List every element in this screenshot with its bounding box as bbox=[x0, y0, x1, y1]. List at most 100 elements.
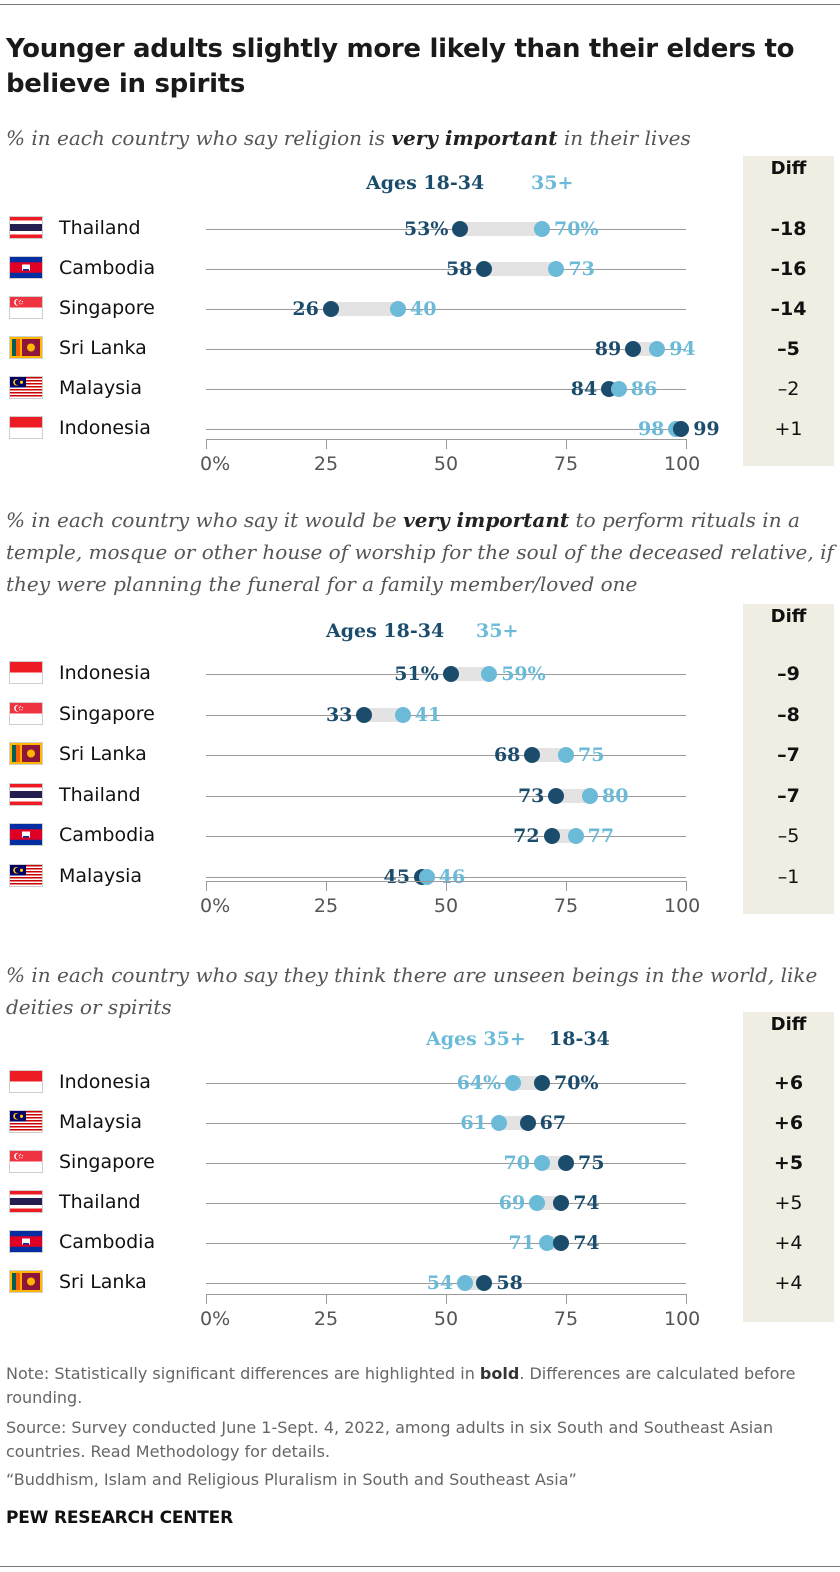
panel-1-row-gridline bbox=[206, 349, 686, 350]
panel-1-x-tick bbox=[446, 439, 447, 449]
panel-1-gap-bar bbox=[460, 222, 542, 236]
panel-1-x-tick-label: 75 bbox=[553, 453, 579, 475]
panel-3-diff-value: +5 bbox=[774, 1192, 803, 1214]
panel-3-row-indonesia: Indonesia 70% 64% +6 bbox=[0, 1070, 840, 1123]
panel-3-country-label: Malaysia bbox=[59, 1111, 143, 1133]
panel-3-diff-value: +4 bbox=[774, 1272, 803, 1294]
panel-3-row-gridline bbox=[206, 1203, 686, 1204]
panel-1-row-gridline bbox=[206, 269, 686, 270]
srilanka-flag-icon bbox=[9, 336, 43, 359]
panel-2-dot-older bbox=[567, 828, 584, 844]
panel-2-x-tick bbox=[446, 881, 447, 891]
panel-1-subtitle-emph: very important bbox=[391, 126, 558, 150]
panel-3-country-label: Indonesia bbox=[59, 1071, 151, 1093]
panel-1-diff-value: –14 bbox=[770, 298, 807, 320]
panel-3-diff-value: +6 bbox=[773, 1112, 804, 1134]
panel-2-dot-older bbox=[394, 706, 411, 723]
panel-1-country-label: Thailand bbox=[59, 217, 141, 239]
panel-2-row-gridline bbox=[206, 836, 686, 837]
panel-2-value-older: 46 bbox=[438, 865, 466, 888]
panel-2-country-label: Sri Lanka bbox=[59, 743, 147, 765]
srilanka-flag-graphic bbox=[10, 743, 42, 764]
top-rule bbox=[0, 4, 840, 5]
panel-3-dot-older bbox=[538, 1235, 555, 1251]
panel-1-x-tick bbox=[206, 439, 207, 449]
panel-1-dot-older bbox=[548, 261, 565, 277]
panel-3-subtitle: % in each country who say they think the… bbox=[6, 959, 834, 1023]
panel-2-value-younger: 68 bbox=[493, 744, 521, 766]
panel-2-row-gridline bbox=[206, 876, 686, 878]
panel-2-dot-younger bbox=[356, 706, 373, 723]
panel-3-x-tick bbox=[566, 1294, 567, 1304]
singapore-flag-graphic bbox=[10, 1151, 42, 1172]
panel-3-x-tick bbox=[686, 1294, 687, 1304]
cambodia-flag-icon bbox=[9, 823, 43, 846]
panel-2-diff-value: –7 bbox=[777, 744, 800, 766]
panel-3-value-younger: 74 bbox=[573, 1192, 600, 1214]
panel-3-x-tick bbox=[206, 1294, 207, 1304]
panel-2-gap-bar bbox=[532, 748, 566, 762]
panel-2-dot-older bbox=[582, 787, 598, 804]
panel-1-x-tick-label: 25 bbox=[313, 453, 339, 475]
note-bold: bold bbox=[479, 1364, 520, 1383]
panel-2-x-tick-label: 100 bbox=[664, 895, 701, 917]
panel-3-value-older: 54 bbox=[426, 1272, 454, 1294]
thailand-flag-icon bbox=[9, 216, 43, 239]
thailand-flag-icon bbox=[9, 782, 43, 806]
indonesia-flag-graphic bbox=[10, 662, 42, 683]
panel-3-value-older: 61 bbox=[460, 1112, 487, 1134]
panel-3-x-tick-label: 25 bbox=[313, 1308, 339, 1330]
thailand-flag-graphic bbox=[10, 1191, 42, 1212]
panel-1-value-younger: 58 bbox=[445, 258, 473, 280]
panel-2-value-younger: 73 bbox=[517, 784, 545, 807]
panel-1-diff-column bbox=[743, 156, 834, 466]
panel-1-x-tick-label: 100 bbox=[664, 453, 701, 475]
panel-2-row-indonesia: Indonesia 51% 59% –9 bbox=[0, 661, 840, 714]
panel-1-dot-younger bbox=[452, 221, 469, 237]
panel-2-dot-older bbox=[558, 747, 574, 763]
panel-1-value-older: 70% bbox=[554, 218, 599, 240]
panel-3-row-gridline bbox=[206, 1243, 686, 1244]
panel-1-x-tick bbox=[566, 439, 567, 449]
panel-1-x-tick bbox=[326, 439, 327, 449]
panel-2-value-older: 41 bbox=[414, 703, 442, 726]
panel-3-row-gridline bbox=[206, 1163, 686, 1164]
panel-1-country-label: Malaysia bbox=[59, 377, 143, 399]
panel-1-x-tick-label: 50 bbox=[433, 453, 459, 475]
panel-1-row-gridline bbox=[206, 309, 686, 310]
panel-2-value-older: 75 bbox=[578, 744, 605, 766]
panel-2-row-gridline bbox=[206, 714, 686, 716]
panel-3-dot-younger bbox=[553, 1195, 570, 1211]
panel-3-x-tick-label: 75 bbox=[553, 1308, 579, 1330]
panel-2-country-label: Cambodia bbox=[59, 824, 156, 846]
note-before: Note: Statistically significant differen… bbox=[6, 1364, 480, 1383]
panel-2-x-tick bbox=[206, 881, 207, 891]
panel-2-dot-younger bbox=[548, 787, 565, 804]
panel-3-x-tick bbox=[446, 1294, 447, 1304]
panel-2-row-thailand: Thailand 73 80 –7 bbox=[0, 782, 840, 836]
panel-3-country-label: Cambodia bbox=[59, 1231, 156, 1253]
panel-2-legend-first: Ages 18-34 bbox=[326, 620, 445, 642]
panel-1-row-thailand: Thailand 53% 70% –18 bbox=[0, 216, 840, 269]
panel-2-country-label: Singapore bbox=[59, 702, 155, 725]
panel-1-value-older: 73 bbox=[568, 258, 595, 280]
report-title: “Buddhism, Islam and Religious Pluralism… bbox=[6, 1470, 577, 1489]
srilanka-flag-icon bbox=[9, 1270, 43, 1293]
panel-1-country-label: Cambodia bbox=[59, 257, 156, 279]
panel-3-diff-value: +4 bbox=[774, 1232, 803, 1254]
panel-1-value-older: 40 bbox=[410, 298, 437, 320]
panel-1-value-older: 94 bbox=[669, 338, 696, 360]
cambodia-flag-graphic bbox=[10, 824, 42, 845]
singapore-flag-graphic bbox=[10, 297, 42, 318]
singapore-flag-icon bbox=[9, 1150, 43, 1173]
panel-2-subtitle-after: to perform rituals in a temple, mosque o… bbox=[6, 508, 834, 596]
panel-2-value-younger: 72 bbox=[513, 825, 540, 847]
thailand-flag-graphic bbox=[10, 783, 42, 805]
panel-1-row-gridline bbox=[206, 229, 686, 230]
singapore-flag-graphic bbox=[10, 702, 42, 724]
panel-1-x-tick-label: 0% bbox=[200, 453, 231, 475]
panel-3-dot-older bbox=[534, 1155, 550, 1171]
panel-3-row-gridline bbox=[206, 1083, 686, 1084]
panel-3-diff-header: Diff bbox=[770, 1014, 807, 1035]
note: Note: Statistically significant differen… bbox=[6, 1362, 836, 1410]
